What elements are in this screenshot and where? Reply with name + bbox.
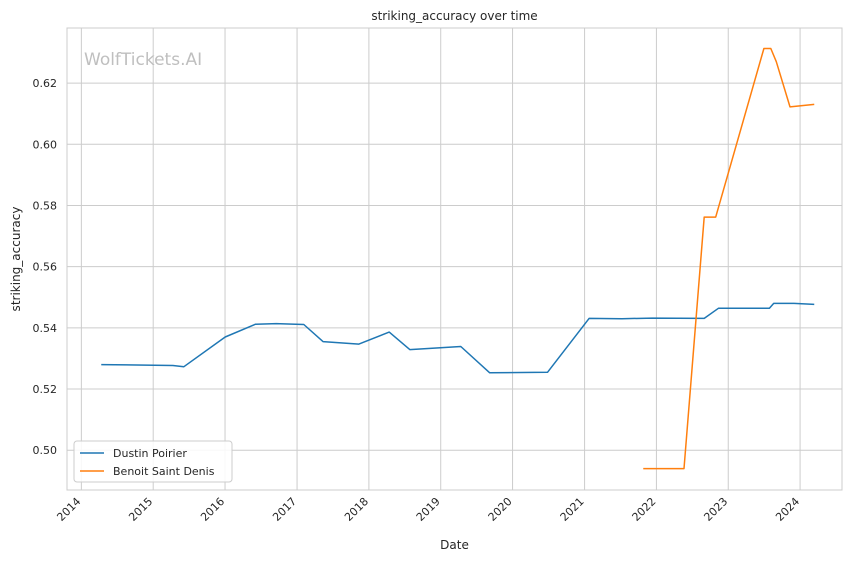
legend: Dustin Poirier Benoit Saint Denis [73,440,233,483]
y-axis-ticks: 0.50 0.52 0.54 0.56 0.58 0.60 0.62 [33,77,58,457]
y-tick-label: 0.62 [33,77,58,90]
x-tick-label: 2014 [54,495,83,524]
x-tick-label: 2018 [342,495,371,524]
chart-title: striking_accuracy over time [371,9,537,23]
plot-background [67,28,842,490]
x-tick-label: 2021 [558,495,587,524]
y-tick-label: 0.60 [33,138,58,151]
series-line-1 [643,47,815,470]
x-tick-label: 2016 [198,495,227,524]
legend-label: Benoit Saint Denis [113,465,215,478]
x-axis-label: Date [440,538,469,552]
x-axis-ticks: 2014 2015 2016 2017 2018 2019 2020 2021 2022 2023… [54,495,802,524]
plot-frame [66,27,843,491]
watermark: WolfTickets.AI [84,50,202,70]
x-tick-label: 2023 [701,495,730,524]
x-tick-label: 2019 [414,495,443,524]
series-line-0 [101,302,815,374]
x-tick-label: 2022 [630,495,659,524]
y-tick-label: 0.52 [33,383,58,396]
y-tick-label: 0.50 [33,444,58,457]
y-tick-label: 0.58 [33,199,58,212]
x-tick-label: 2020 [486,495,515,524]
y-axis-label: striking_accuracy [9,207,23,312]
x-tick-label: 2024 [773,495,802,524]
legend-label: Dustin Poirier [113,447,187,460]
y-tick-label: 0.56 [33,261,58,274]
series-layer [101,47,815,470]
y-tick-label: 0.54 [33,322,58,335]
x-tick-label: 2015 [126,495,155,524]
x-tick-label: 2017 [270,495,299,524]
legend-box [73,440,233,483]
